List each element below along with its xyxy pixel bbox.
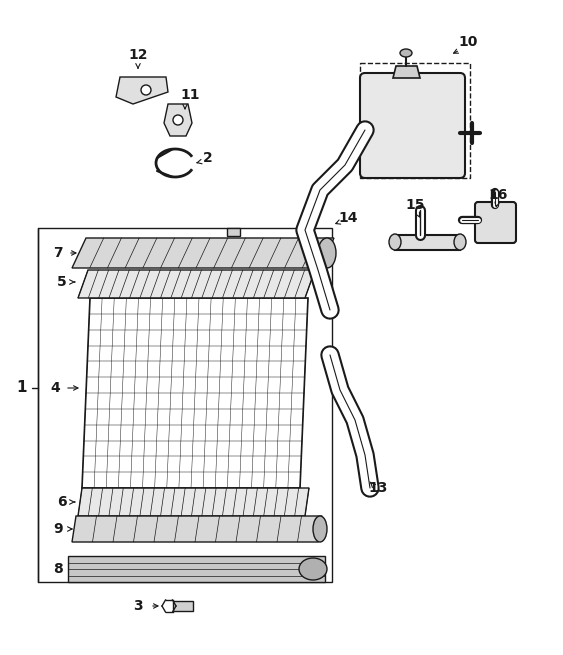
- Text: 8: 8: [53, 562, 63, 576]
- Text: 11: 11: [180, 88, 200, 102]
- Text: 12: 12: [128, 48, 148, 62]
- Circle shape: [173, 115, 183, 125]
- FancyBboxPatch shape: [475, 202, 516, 243]
- Polygon shape: [72, 516, 322, 542]
- Polygon shape: [173, 601, 193, 611]
- Text: 7: 7: [53, 246, 63, 260]
- Ellipse shape: [389, 234, 401, 250]
- Bar: [360, 63, 470, 178]
- Text: 15: 15: [405, 198, 425, 212]
- Text: 1: 1: [17, 381, 27, 396]
- Polygon shape: [395, 235, 460, 250]
- Ellipse shape: [318, 238, 336, 268]
- Text: 4: 4: [50, 381, 60, 395]
- Text: 16: 16: [488, 188, 508, 202]
- Text: 10: 10: [458, 35, 477, 49]
- Polygon shape: [82, 298, 308, 488]
- Text: 9: 9: [53, 522, 63, 536]
- Polygon shape: [393, 66, 420, 78]
- Text: 14: 14: [338, 211, 358, 225]
- Polygon shape: [72, 238, 334, 268]
- Polygon shape: [78, 270, 315, 298]
- Ellipse shape: [454, 234, 466, 250]
- Ellipse shape: [400, 49, 412, 57]
- Bar: [38, 228, 332, 582]
- Polygon shape: [227, 228, 240, 236]
- Polygon shape: [164, 104, 192, 136]
- Circle shape: [141, 85, 151, 95]
- Ellipse shape: [313, 516, 327, 542]
- Text: 5: 5: [57, 275, 67, 289]
- Polygon shape: [116, 77, 168, 104]
- Text: 6: 6: [57, 495, 67, 509]
- FancyBboxPatch shape: [360, 73, 465, 178]
- Text: 3: 3: [133, 599, 143, 613]
- Polygon shape: [68, 556, 325, 582]
- Text: 13: 13: [368, 481, 388, 495]
- Ellipse shape: [299, 558, 327, 580]
- Polygon shape: [78, 488, 309, 516]
- Text: 2: 2: [203, 151, 213, 165]
